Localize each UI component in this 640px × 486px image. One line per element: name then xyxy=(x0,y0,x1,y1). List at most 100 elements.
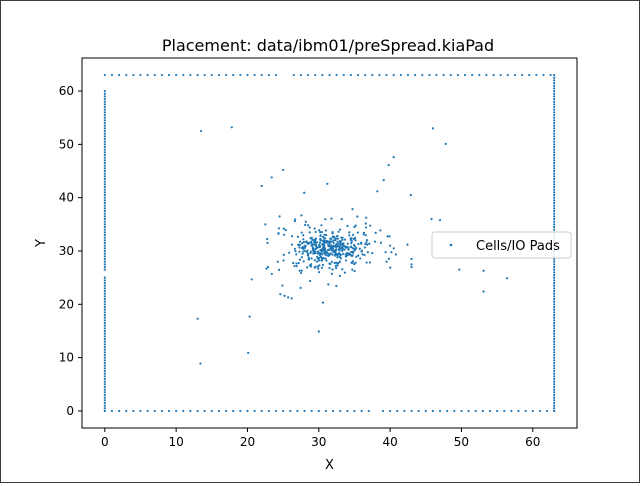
data-point xyxy=(553,228,556,231)
data-point xyxy=(103,327,106,330)
data-point xyxy=(318,264,321,267)
data-point xyxy=(308,279,312,283)
data-point xyxy=(553,185,556,189)
data-point xyxy=(274,73,278,77)
data-point xyxy=(394,253,398,256)
data-point xyxy=(553,121,556,125)
data-point xyxy=(339,241,342,244)
data-point xyxy=(355,246,358,250)
data-point xyxy=(103,89,106,93)
data-point xyxy=(297,262,300,265)
data-point xyxy=(337,230,340,233)
data-point xyxy=(328,73,331,77)
data-point xyxy=(322,244,325,247)
data-point xyxy=(374,231,377,234)
x-tick-label: 40 xyxy=(382,435,397,449)
data-point xyxy=(308,226,311,229)
data-point xyxy=(346,242,349,245)
data-point xyxy=(553,79,556,82)
data-point xyxy=(553,348,556,351)
data-points xyxy=(103,73,556,413)
data-point xyxy=(103,287,106,290)
data-point xyxy=(103,337,106,341)
data-point xyxy=(299,271,303,275)
data-point xyxy=(430,217,433,221)
data-point xyxy=(453,409,456,413)
y-tick-label: 60 xyxy=(59,84,74,98)
data-point xyxy=(103,73,106,77)
data-point xyxy=(313,243,316,246)
data-point xyxy=(333,251,336,254)
data-point xyxy=(553,180,556,183)
data-point xyxy=(352,250,355,253)
data-point xyxy=(510,409,513,413)
data-point xyxy=(343,238,347,241)
data-point xyxy=(553,343,556,346)
data-point xyxy=(321,240,325,243)
data-point xyxy=(410,409,413,413)
data-point xyxy=(103,329,106,333)
data-point xyxy=(103,385,106,389)
data-point xyxy=(553,225,556,229)
data-point xyxy=(299,240,302,243)
x-tick-label: 20 xyxy=(240,435,255,449)
data-point xyxy=(103,233,106,237)
data-point xyxy=(399,73,402,77)
data-point xyxy=(360,241,363,244)
data-point xyxy=(364,73,367,77)
data-point xyxy=(239,409,242,413)
y-tick-label: 40 xyxy=(59,191,74,205)
data-point xyxy=(553,135,556,138)
data-point xyxy=(356,215,359,218)
data-point xyxy=(365,216,368,219)
data-point xyxy=(545,409,549,413)
data-point xyxy=(368,261,372,264)
data-point xyxy=(298,269,301,272)
data-point xyxy=(553,159,556,162)
data-point xyxy=(410,263,413,266)
data-point xyxy=(390,251,393,254)
data-point xyxy=(403,409,406,413)
data-point xyxy=(260,73,263,77)
data-point xyxy=(103,260,106,263)
data-point xyxy=(324,229,328,232)
data-point xyxy=(103,380,106,383)
data-point xyxy=(250,278,253,281)
data-point xyxy=(385,260,388,263)
data-point xyxy=(103,295,106,298)
data-point xyxy=(103,409,106,413)
data-point xyxy=(283,294,286,297)
data-point xyxy=(360,250,363,253)
data-point xyxy=(528,73,531,77)
data-point xyxy=(553,183,556,186)
data-point xyxy=(316,250,320,253)
data-point xyxy=(389,244,392,247)
data-point xyxy=(478,73,481,77)
data-point xyxy=(506,73,509,77)
data-point xyxy=(553,372,556,375)
legend-label: Cells/IO Pads xyxy=(476,239,560,254)
data-point xyxy=(103,185,106,189)
data-point xyxy=(339,247,342,250)
data-point xyxy=(103,375,106,378)
y-axis: 0 10 20 30 40 50 60 xyxy=(59,84,82,418)
data-point xyxy=(353,409,356,413)
data-point xyxy=(327,254,330,257)
data-point xyxy=(365,241,368,244)
data-point xyxy=(300,231,303,234)
chart-title: Placement: data/ibm01/preSpread.kiaPad xyxy=(162,36,494,55)
data-point xyxy=(376,190,379,193)
data-point xyxy=(153,73,156,77)
data-point xyxy=(203,409,206,413)
y-tick-label: 0 xyxy=(66,404,74,418)
data-point xyxy=(196,73,199,77)
data-point xyxy=(310,240,313,243)
data-point xyxy=(318,254,321,257)
data-point xyxy=(182,409,185,413)
data-point xyxy=(103,353,106,357)
data-point xyxy=(278,215,281,218)
data-point xyxy=(103,311,106,314)
data-point xyxy=(300,269,303,272)
data-point xyxy=(267,73,270,77)
